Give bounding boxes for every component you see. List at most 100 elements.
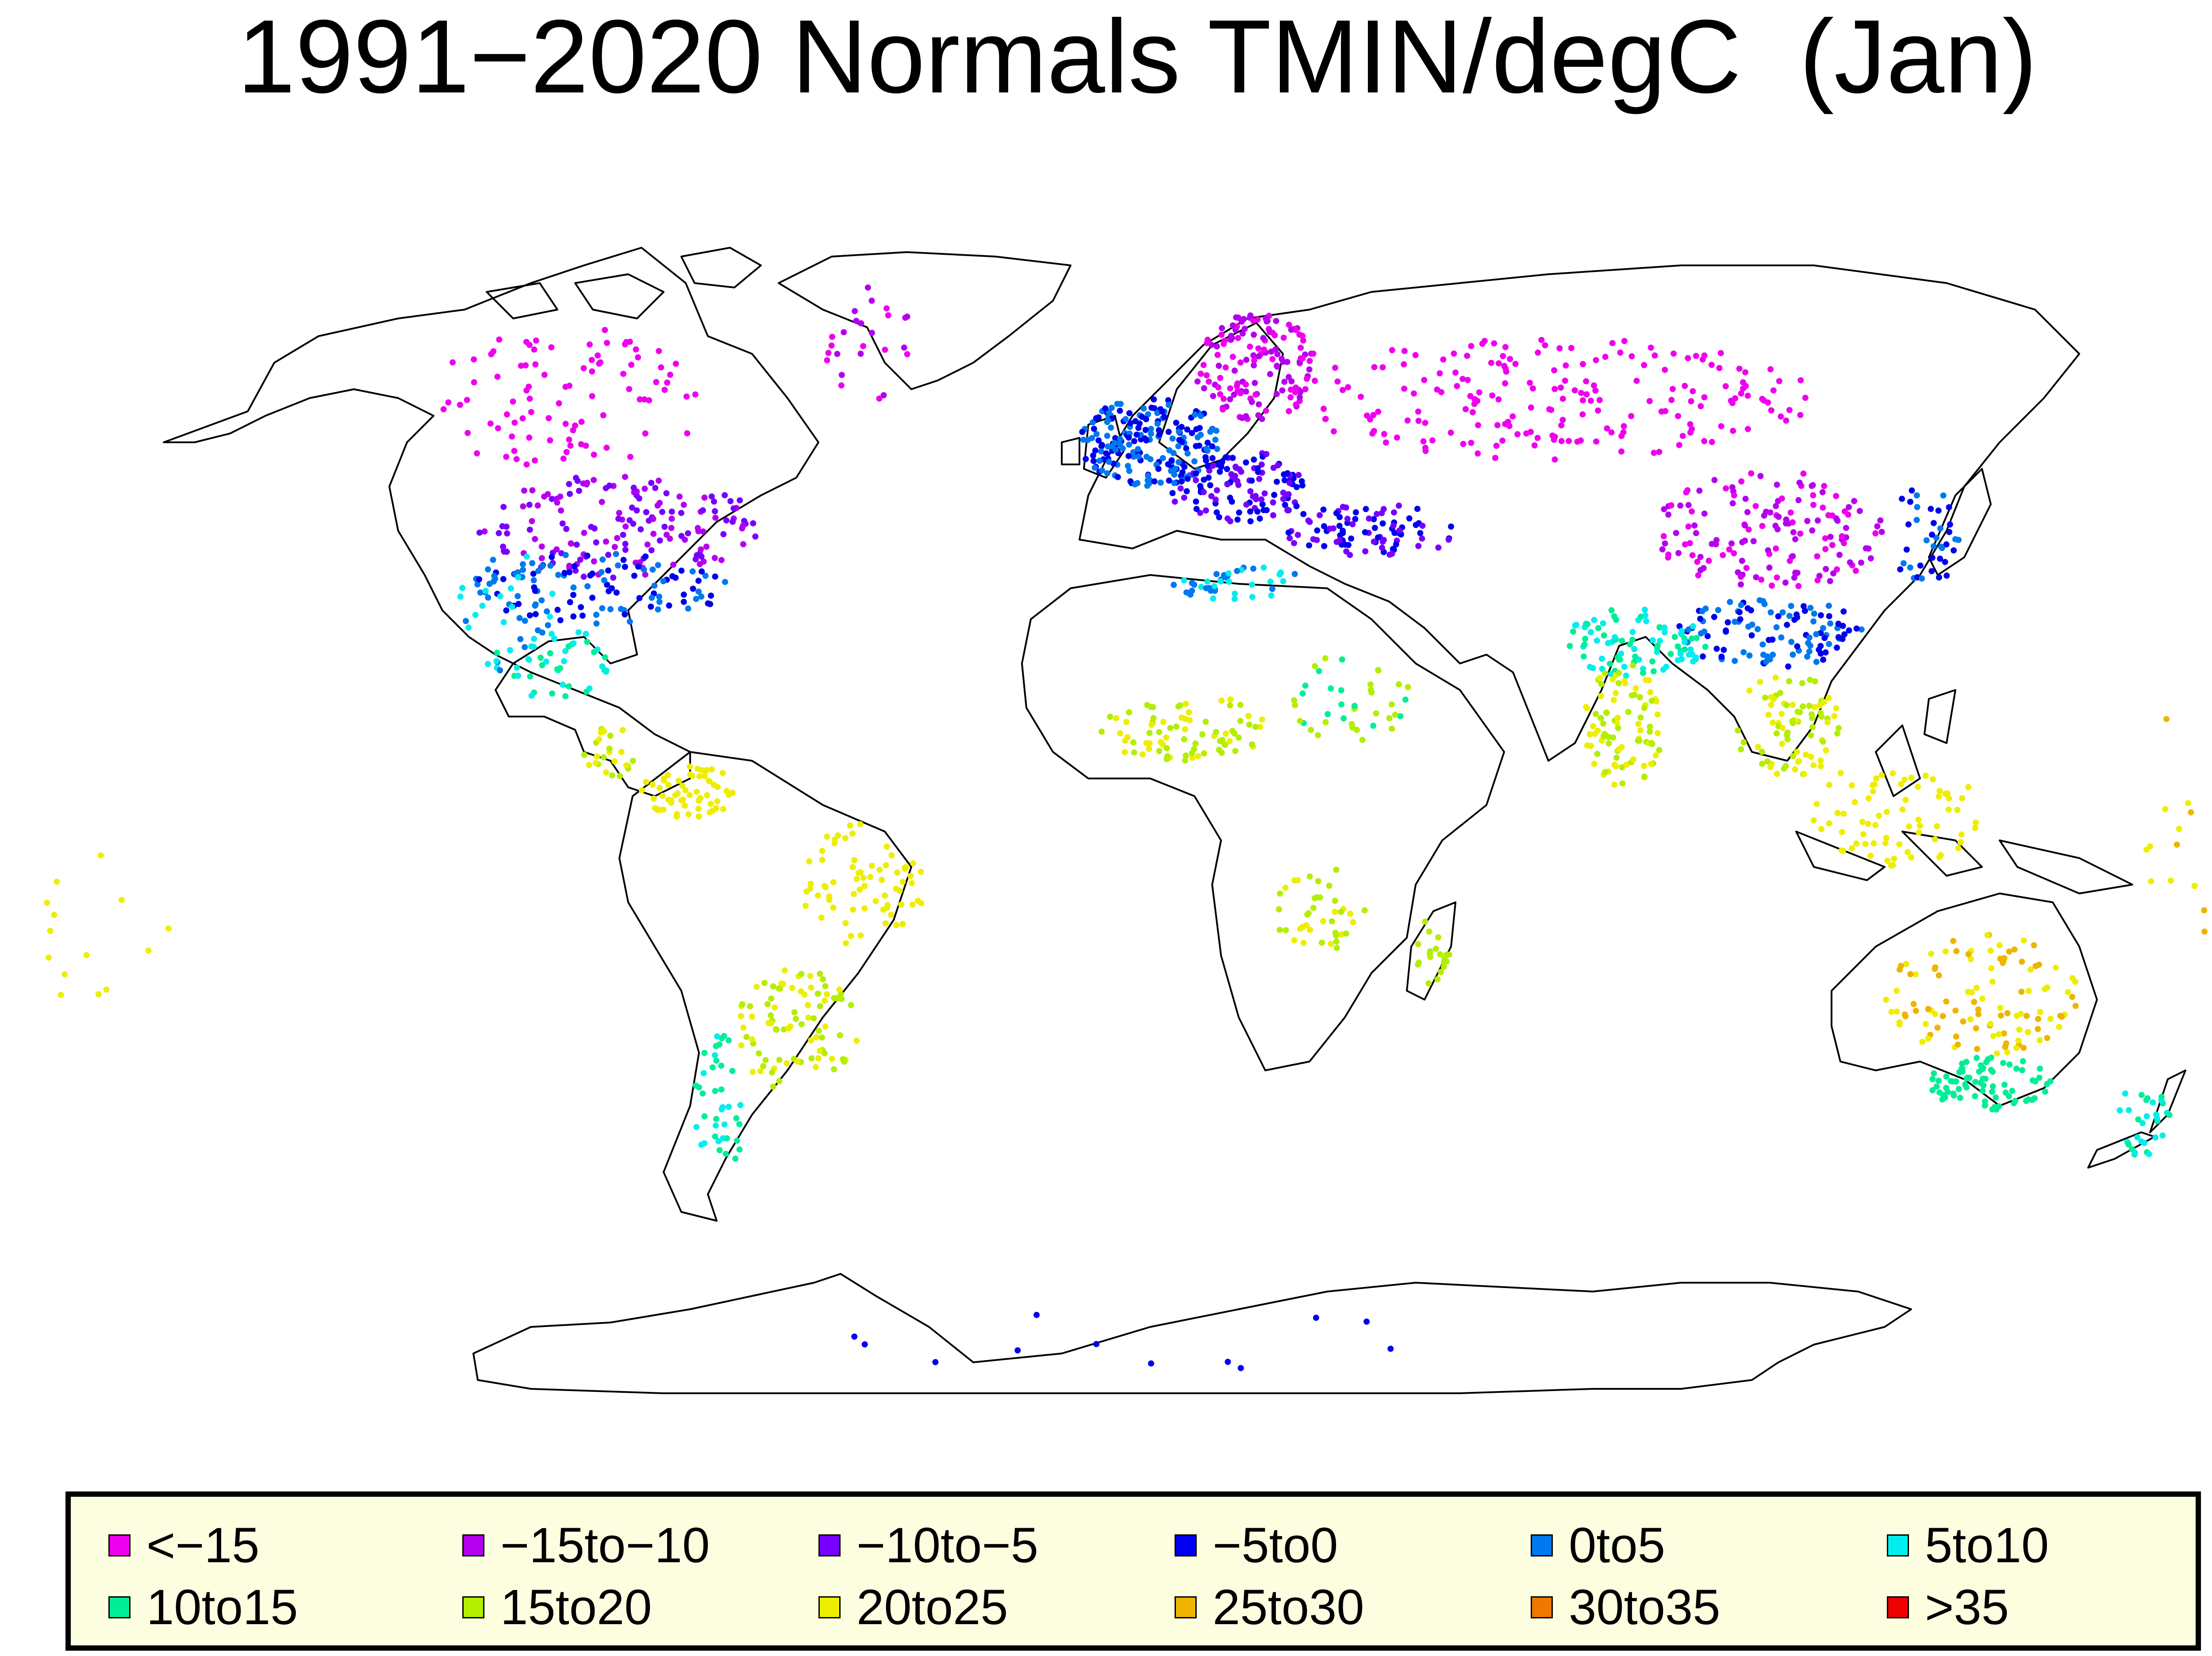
station-dot	[1558, 422, 1565, 429]
station-dot	[1820, 738, 1826, 745]
station-dot	[722, 1150, 729, 1157]
station-dot	[822, 1024, 829, 1030]
station-dot	[1621, 423, 1627, 429]
station-dot	[712, 508, 718, 514]
station-dot	[1243, 413, 1249, 419]
station-dot	[1913, 517, 1920, 523]
station-dot	[588, 524, 595, 530]
station-dot	[849, 830, 856, 837]
station-dot	[538, 655, 544, 661]
station-dot	[1701, 628, 1708, 635]
station-dot	[522, 617, 528, 624]
station-dot	[1594, 751, 1601, 757]
station-dot	[472, 612, 479, 618]
station-dot	[695, 588, 702, 595]
station-dot	[807, 885, 814, 892]
station-dot	[1130, 739, 1137, 746]
station-dot	[1776, 378, 1782, 384]
station-dot	[1221, 741, 1228, 748]
station-dot	[1512, 360, 1519, 367]
station-dot	[1778, 413, 1784, 420]
station-dot	[817, 1003, 823, 1009]
station-dot	[1350, 919, 1356, 926]
station-dot	[1182, 757, 1188, 764]
station-dot	[1727, 599, 1733, 605]
legend-item: −10to−5	[818, 1519, 1038, 1572]
station-dot	[1783, 520, 1789, 527]
station-dot	[1435, 544, 1442, 551]
station-dot	[837, 991, 844, 997]
station-dot	[581, 751, 588, 758]
station-dot	[1279, 356, 1285, 362]
station-dot	[481, 528, 488, 535]
station-dot	[1739, 571, 1746, 578]
station-dot	[1460, 441, 1467, 447]
station-dot	[1908, 774, 1915, 781]
station-dot	[614, 562, 621, 569]
station-dot	[1334, 378, 1341, 385]
station-dot	[1151, 478, 1158, 485]
coastlines	[163, 247, 2186, 1394]
station-dot	[603, 668, 609, 675]
station-dot	[1582, 636, 1589, 642]
station-dot	[1542, 342, 1548, 349]
station-dot	[1627, 641, 1633, 648]
station-dot	[1396, 527, 1403, 534]
station-dot	[1315, 878, 1321, 885]
station-dot	[1772, 522, 1779, 529]
station-dot	[882, 920, 889, 927]
station-dot	[1654, 644, 1660, 651]
station-dot	[1144, 702, 1150, 708]
station-dot	[1811, 704, 1818, 710]
station-dot	[1825, 695, 1832, 702]
station-dot	[549, 690, 555, 697]
station-dot	[589, 570, 595, 577]
station-dot	[1479, 341, 1486, 347]
station-dot	[2069, 975, 2076, 981]
station-dot	[1993, 1094, 1999, 1101]
station-dot	[599, 663, 606, 670]
station-dot	[1417, 530, 1424, 537]
station-dot	[650, 516, 657, 522]
station-dot	[1876, 813, 1882, 819]
station-dot	[1923, 1021, 1929, 1027]
station-dot	[1320, 918, 1326, 924]
station-dot	[1345, 384, 1352, 391]
station-dot	[1736, 609, 1743, 616]
station-dot	[1079, 429, 1086, 435]
station-dot	[861, 883, 868, 889]
station-dot	[1804, 518, 1811, 524]
station-dot	[500, 504, 507, 510]
station-dot	[816, 1027, 822, 1034]
station-dot	[1996, 1031, 2002, 1038]
station-dot	[1333, 866, 1340, 873]
station-dot	[683, 393, 690, 400]
station-dot	[1225, 570, 1232, 577]
station-dot	[479, 602, 486, 609]
station-dot	[2020, 1045, 2027, 1051]
station-dot	[1338, 701, 1345, 708]
station-dot	[1671, 634, 1678, 640]
station-dot	[634, 507, 640, 514]
station-dot	[1592, 731, 1598, 737]
station-dot	[1192, 740, 1199, 747]
station-dot	[1770, 387, 1777, 394]
station-dot	[1493, 442, 1500, 449]
station-dot	[1697, 616, 1704, 622]
station-dot	[1623, 672, 1629, 679]
station-dot	[699, 507, 706, 514]
station-dot	[622, 523, 629, 530]
station-dot	[545, 415, 552, 422]
station-dot	[1382, 439, 1389, 446]
station-dot	[850, 906, 856, 913]
station-dot	[1817, 763, 1824, 770]
station-dot	[861, 905, 868, 912]
legend-label: 0to5	[1569, 1518, 1665, 1573]
station-dot	[589, 393, 595, 399]
station-dot	[1467, 393, 1474, 399]
station-dot	[701, 1050, 708, 1056]
station-dot	[1930, 543, 1937, 549]
station-dot	[1291, 937, 1298, 943]
station-dot	[2191, 883, 2198, 889]
station-dot	[596, 736, 603, 743]
